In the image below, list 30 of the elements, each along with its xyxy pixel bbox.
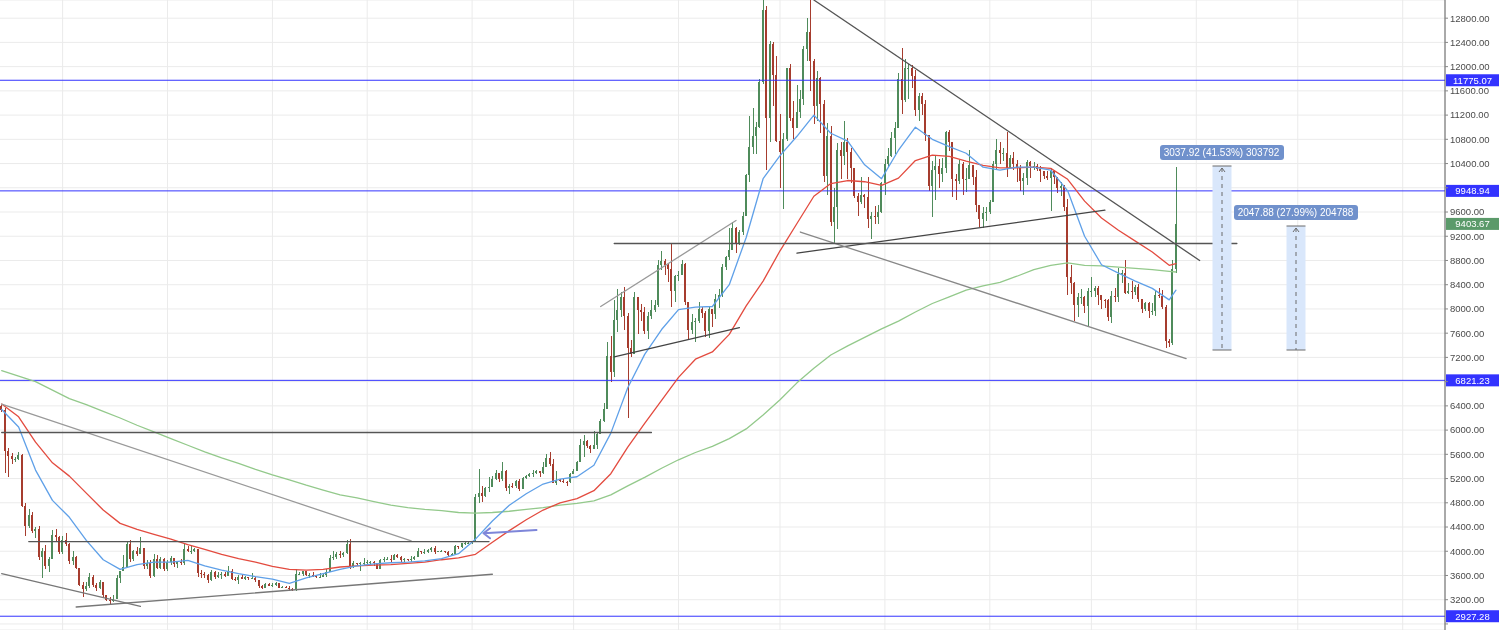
y-tick-label: 8000.00: [1450, 303, 1485, 315]
y-tick-label: 4400.00: [1450, 521, 1485, 533]
y-tick-label: 3600.00: [1450, 569, 1485, 581]
y-tick-label: 3200.00: [1450, 594, 1485, 606]
ref-line-label: 9948.94: [1455, 185, 1490, 197]
y-tick-label: 4000.00: [1450, 545, 1485, 557]
y-tick-label: 5600.00: [1450, 448, 1485, 460]
y-tick-label: 11600.00: [1450, 85, 1489, 97]
text: 9403.67: [1455, 218, 1490, 230]
y-tick-label: 12400.00: [1450, 36, 1490, 48]
y-tick-label: 12800.00: [1450, 12, 1490, 24]
y-tick-label: 7600.00: [1450, 327, 1485, 339]
y-tick-label: 5200.00: [1450, 472, 1485, 484]
annotation: 2047.88 (27.99%) 204788: [1233, 205, 1358, 220]
y-tick-label: 10400.00: [1450, 157, 1490, 169]
annotation: 3037.92 (41.53%) 303792: [1159, 145, 1284, 160]
y-tick-label: 8800.00: [1450, 254, 1485, 266]
y-tick-label: 6400.00: [1450, 400, 1485, 412]
y-tick-label: 6000.00: [1450, 424, 1485, 436]
ref-line-label: 11775.07: [1453, 74, 1492, 86]
y-tick-label: 12000.00: [1450, 61, 1490, 73]
ref-line-label: 6821.23: [1455, 374, 1490, 386]
y-tick-label: 4800.00: [1450, 497, 1485, 509]
y-tick-label: 11200.00: [1450, 109, 1489, 121]
y-tick-label: 8400.00: [1450, 279, 1485, 291]
y-tick-label: 10800.00: [1450, 133, 1490, 145]
ref-line-label: 2927.28: [1455, 610, 1490, 622]
y-tick-label: 9200.00: [1450, 230, 1485, 242]
y-tick-label: 7200.00: [1450, 351, 1485, 363]
y-tick-label: 9600.00: [1450, 206, 1485, 218]
